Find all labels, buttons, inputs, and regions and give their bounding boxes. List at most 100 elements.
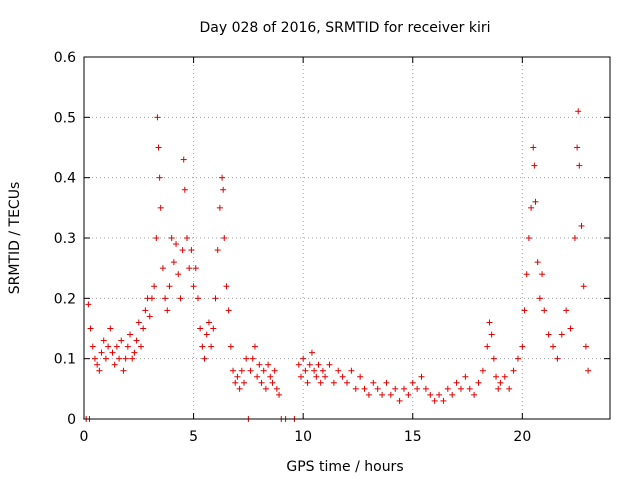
chart-ticks: 0 0.1 0.2 0.3 0.4 0.5 0.6 0 5 10 15 20: [54, 50, 610, 445]
data-point: [225, 307, 232, 314]
data-point: [173, 241, 180, 248]
data-point: [142, 307, 149, 314]
data-point: [379, 391, 386, 398]
data-point: [131, 349, 138, 356]
y-tick-label: 0.1: [54, 352, 76, 368]
y-tick-label: 0.2: [54, 291, 76, 307]
data-point: [91, 355, 98, 362]
data-point: [575, 108, 582, 115]
data-point: [265, 361, 272, 368]
data-point: [249, 355, 256, 362]
data-point: [308, 349, 315, 356]
data-point: [582, 343, 589, 350]
data-point: [96, 367, 103, 374]
data-point: [317, 379, 324, 386]
data-point: [374, 385, 381, 392]
data-point: [243, 355, 250, 362]
data-point: [127, 331, 134, 338]
data-point: [506, 385, 513, 392]
data-point: [146, 313, 153, 320]
data-point: [199, 343, 206, 350]
chart-grid: [84, 57, 610, 419]
data-point: [440, 397, 447, 404]
data-point: [254, 373, 261, 380]
data-point: [530, 144, 537, 151]
data-point: [194, 295, 201, 302]
data-point: [545, 331, 552, 338]
data-point: [490, 355, 497, 362]
data-point: [262, 385, 269, 392]
data-point: [210, 325, 217, 332]
data-point: [111, 361, 118, 368]
data-point: [113, 343, 120, 350]
data-point: [521, 307, 528, 314]
data-point: [124, 343, 131, 350]
data-point: [422, 385, 429, 392]
data-point: [436, 391, 443, 398]
data-point: [567, 325, 574, 332]
data-point: [510, 367, 517, 374]
y-axis-label: SRMTID / TECUs: [7, 182, 23, 295]
data-point: [578, 222, 585, 229]
data-point: [519, 343, 526, 350]
data-point: [392, 385, 399, 392]
data-point: [234, 373, 241, 380]
data-point: [153, 235, 160, 241]
data-point: [339, 373, 346, 380]
data-point: [315, 361, 322, 368]
data-point: [214, 247, 221, 254]
chart-points: [83, 108, 592, 422]
data-point: [576, 162, 583, 169]
data-point: [495, 385, 502, 392]
y-tick-label: 0.5: [54, 110, 76, 126]
data-point: [227, 343, 234, 350]
y-tick-label: 0: [67, 412, 76, 428]
data-point: [462, 373, 469, 380]
data-point: [396, 397, 403, 404]
x-tick-label: 10: [294, 429, 312, 445]
data-point: [554, 355, 561, 362]
y-tick-label: 0.3: [54, 231, 76, 247]
data-point: [400, 385, 407, 392]
data-point: [221, 235, 228, 241]
data-point: [326, 361, 333, 368]
data-point: [216, 204, 223, 211]
data-point: [197, 325, 204, 332]
data-point: [311, 367, 318, 374]
data-point: [479, 367, 486, 374]
data-point: [431, 397, 438, 404]
data-point: [536, 295, 543, 302]
data-point: [497, 379, 504, 386]
data-point: [105, 343, 112, 350]
data-point: [140, 325, 147, 332]
data-point: [247, 367, 254, 374]
data-point: [297, 373, 304, 380]
x-tick-label: 0: [80, 429, 89, 445]
data-point: [256, 361, 263, 368]
data-point: [190, 283, 197, 290]
data-point: [109, 349, 116, 356]
data-point: [175, 271, 182, 278]
data-point: [267, 373, 274, 380]
data-point: [322, 373, 329, 380]
data-point: [203, 331, 210, 338]
data-point: [230, 367, 237, 374]
data-point: [357, 373, 364, 380]
data-point: [534, 259, 541, 266]
data-point: [220, 186, 227, 193]
data-point: [484, 343, 491, 350]
data-point: [558, 331, 565, 338]
data-point: [186, 265, 193, 272]
data-point: [89, 343, 96, 350]
data-point: [525, 235, 532, 241]
data-point: [405, 391, 412, 398]
data-point: [258, 379, 265, 386]
data-point: [457, 385, 464, 392]
x-axis-label: GPS time / hours: [286, 459, 403, 475]
data-point: [269, 379, 276, 386]
data-point: [180, 156, 187, 163]
data-point: [102, 355, 109, 362]
x-tick-label: 20: [513, 429, 531, 445]
data-point: [335, 367, 342, 374]
